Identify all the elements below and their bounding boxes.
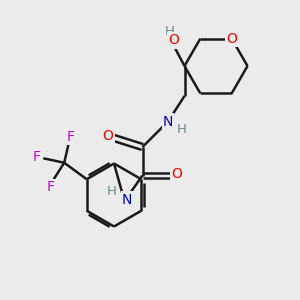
Text: O: O xyxy=(169,34,179,47)
Text: F: F xyxy=(47,180,55,194)
Text: H: H xyxy=(107,185,117,198)
Text: N: N xyxy=(163,115,173,128)
Text: O: O xyxy=(103,130,113,143)
Text: F: F xyxy=(66,130,74,144)
Text: N: N xyxy=(122,193,132,206)
Text: F: F xyxy=(33,150,41,164)
Text: H: H xyxy=(177,123,186,136)
Text: O: O xyxy=(226,32,237,46)
Text: O: O xyxy=(172,167,182,181)
Text: H: H xyxy=(165,25,174,38)
